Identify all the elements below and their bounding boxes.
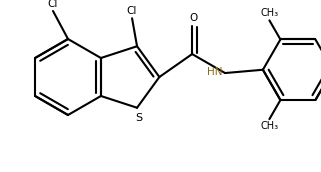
Text: Cl: Cl [48, 0, 58, 9]
Text: HN: HN [206, 67, 222, 77]
Text: CH₃: CH₃ [260, 121, 279, 131]
Text: Cl: Cl [127, 6, 137, 16]
Text: CH₃: CH₃ [260, 8, 279, 18]
Text: S: S [135, 113, 143, 123]
Text: O: O [189, 13, 197, 23]
